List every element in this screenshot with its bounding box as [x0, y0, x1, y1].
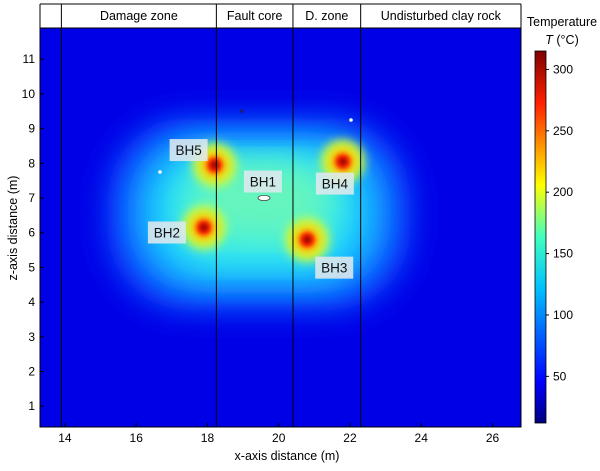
y-tick-label: 5: [28, 260, 35, 274]
borehole-hotspot-core: [304, 236, 311, 243]
zone-label: Damage zone: [100, 9, 178, 23]
y-tick-label: 4: [28, 295, 35, 309]
y-tick-label: 11: [23, 52, 36, 66]
y-tick-label: 7: [28, 191, 35, 205]
field-marker-point: [349, 118, 353, 122]
y-tick-label: 6: [28, 226, 35, 240]
colorbar: Temperature T (°C) 50 100 150 200 250 300: [527, 15, 597, 423]
borehole-label: BH4: [322, 177, 349, 192]
field-marker-point: [158, 170, 162, 174]
x-tick-label: 16: [130, 431, 144, 445]
colorbar-tick-label: 200: [553, 185, 573, 199]
zone-label: D. zone: [305, 9, 348, 23]
y-tick-label: 8: [28, 156, 35, 170]
bh1-marker: [258, 195, 270, 200]
borehole-hotspot-core: [339, 158, 346, 165]
colorbar-title: Temperature: [527, 15, 597, 29]
field-marker-point: [240, 109, 244, 113]
colorbar-ticks: 50 100 150 200 250 300: [546, 62, 573, 383]
borehole-hotspot-core: [200, 224, 207, 231]
colorbar-tick-label: 150: [553, 247, 573, 261]
colorbar-tick-label: 100: [553, 308, 573, 322]
zone-label: Undisturbed clay rock: [381, 9, 502, 23]
colorbar-unit-text: (°C): [553, 33, 579, 47]
borehole-hotspot-core: [211, 162, 218, 169]
zone-label: Fault core: [227, 9, 283, 23]
y-tick-label: 9: [28, 122, 35, 136]
heatmap-field: [40, 28, 521, 427]
x-tick-label: 22: [343, 431, 357, 445]
x-tick-label: 14: [58, 431, 72, 445]
y-tick-label: 10: [22, 87, 36, 101]
x-tick-label: 24: [415, 431, 429, 445]
x-tick-label: 20: [272, 431, 286, 445]
borehole-label: BH1: [250, 175, 276, 190]
x-tick-label: 26: [486, 431, 500, 445]
y-tick-label: 2: [28, 364, 35, 378]
x-tick-label: 18: [201, 431, 215, 445]
y-tick-label: 1: [28, 399, 35, 413]
y-tick-label: 3: [28, 330, 35, 344]
borehole-label: BH5: [175, 143, 201, 158]
colorbar-tick-label: 250: [553, 124, 573, 138]
x-axis-label: x-axis distance (m): [235, 449, 340, 463]
y-axis-label: z-axis distance (m): [6, 176, 20, 281]
colorbar-gradient: [535, 51, 546, 423]
zone-header-labels: Damage zone Fault core D. zone Undisturbed …: [100, 9, 502, 23]
borehole-label: BH3: [321, 261, 347, 276]
colorbar-unit-label: T (°C): [545, 33, 578, 47]
colorbar-tick-label: 50: [553, 369, 567, 383]
borehole-label: BH2: [154, 226, 180, 241]
colorbar-tick-label: 300: [553, 62, 573, 76]
